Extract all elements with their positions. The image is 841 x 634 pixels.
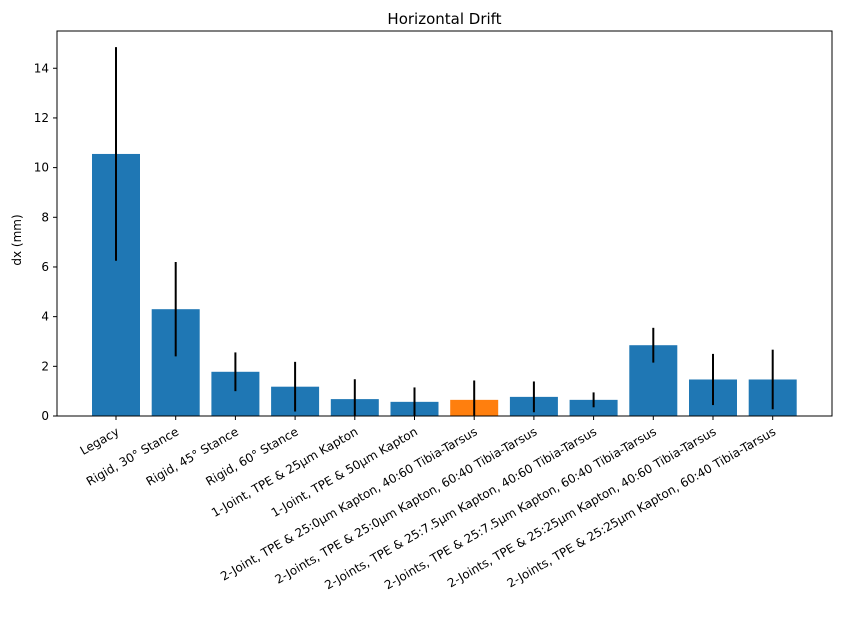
y-tick-label: 4	[41, 310, 49, 324]
y-tick-label: 14	[34, 61, 49, 75]
plot-frame	[56, 30, 833, 417]
x-tick-label: 2-Joints, TPE & 25:7.5μm Kapton, 60:40 T…	[382, 424, 659, 592]
y-tick-label: 8	[41, 210, 49, 224]
y-ticks-group: 0 2 4 6 8 10 12 14	[34, 61, 57, 423]
y-axis-label: dx (mm)	[10, 214, 24, 265]
x-tick-label: 2-Joints, TPE & 25:7.5μm Kapton, 40:60 T…	[322, 424, 599, 592]
y-tick-label: 2	[41, 359, 49, 373]
chart-title: Horizontal Drift	[387, 10, 501, 28]
bars-group	[92, 153, 797, 417]
error-bars-group	[115, 47, 774, 416]
x-tick-label: 2-Joints, TPE & 25:25μm Kapton, 40:60 Ti…	[445, 424, 719, 590]
y-tick-label: 10	[34, 161, 49, 175]
y-tick-label: 6	[41, 260, 49, 274]
x-tick-label: Legacy	[78, 424, 122, 457]
y-tick-label: 12	[34, 111, 49, 125]
x-tick-label: 2-Joints, TPE & 25:25μm Kapton, 60:40 Ti…	[505, 424, 779, 590]
bar	[569, 399, 618, 416]
y-tick-label: 0	[41, 409, 49, 423]
